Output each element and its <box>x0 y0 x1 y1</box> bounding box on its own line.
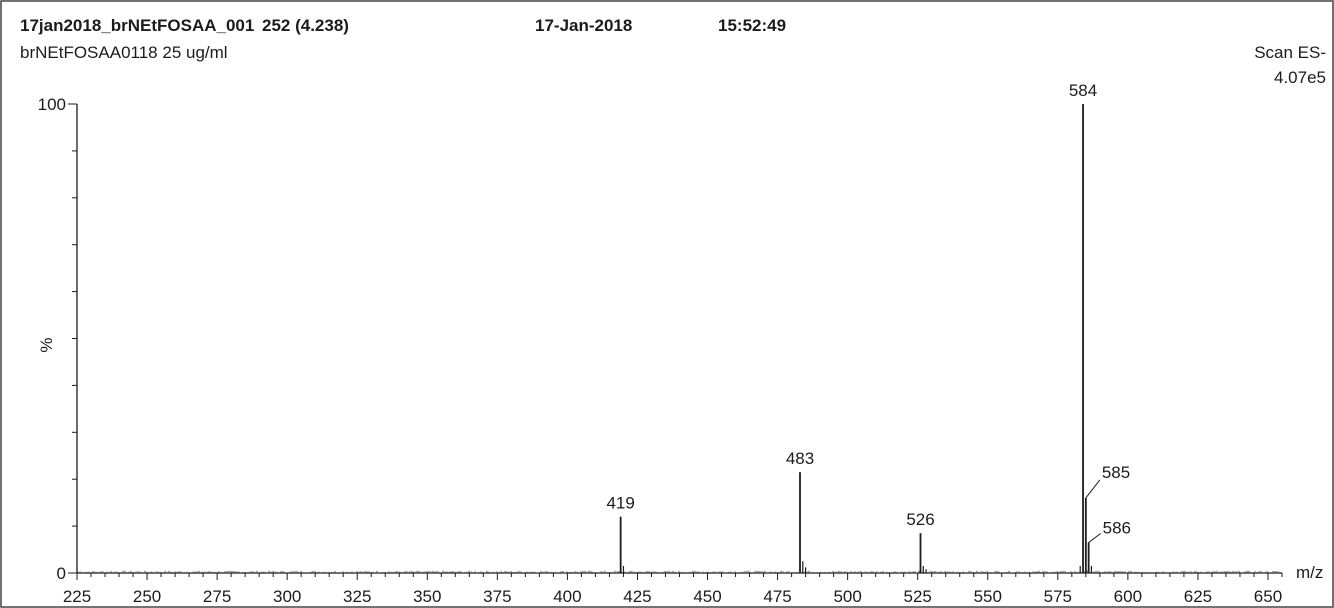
x-tick-label: 300 <box>273 587 301 606</box>
y-axis-label: % <box>37 337 56 352</box>
peak-leader-585 <box>1085 479 1101 499</box>
x-tick-label: 500 <box>833 587 861 606</box>
x-tick-label: 375 <box>483 587 511 606</box>
x-tick-label: 450 <box>693 587 721 606</box>
x-tick-label: 325 <box>343 587 371 606</box>
x-tick-label: 600 <box>1114 587 1142 606</box>
x-tick-label: 625 <box>1184 587 1212 606</box>
x-tick-label: 425 <box>623 587 651 606</box>
x-tick-label: 475 <box>763 587 791 606</box>
scan-mode: Scan ES- <box>1254 43 1326 62</box>
y-tick-label: 0 <box>57 564 66 583</box>
x-tick-label: 250 <box>133 587 161 606</box>
peak-leader-586 <box>1088 533 1101 543</box>
x-tick-label: 225 <box>63 587 91 606</box>
x-tick-label: 575 <box>1044 587 1072 606</box>
peak-label-585: 585 <box>1102 463 1130 482</box>
peak-label-584: 584 <box>1069 81 1097 100</box>
x-tick-label: 275 <box>203 587 231 606</box>
x-axis-label: m/z <box>1296 563 1323 582</box>
peak-label-483: 483 <box>786 449 814 468</box>
peak-label-586: 586 <box>1103 519 1131 538</box>
x-tick-label: 525 <box>904 587 932 606</box>
sample-name: brNEtFOSAA0118 25 ug/ml <box>20 43 228 62</box>
peak-label-419: 419 <box>606 494 634 513</box>
scan-info: 252 (4.238) <box>262 16 349 35</box>
y-tick-label: 100 <box>38 95 66 114</box>
x-tick-label: 550 <box>974 587 1002 606</box>
x-tick-label: 350 <box>413 587 441 606</box>
base-intensity: 4.07e5 <box>1274 68 1326 87</box>
acquisition-time: 15:52:49 <box>718 16 787 35</box>
peak-label-526: 526 <box>906 510 934 529</box>
run-title: 17jan2018_brNEtFOSAA_001 <box>20 16 255 35</box>
acquisition-date: 17-Jan-2018 <box>535 16 633 35</box>
baseline-noise <box>78 570 1280 573</box>
x-tick-label: 650 <box>1254 587 1282 606</box>
x-tick-label: 400 <box>553 587 581 606</box>
